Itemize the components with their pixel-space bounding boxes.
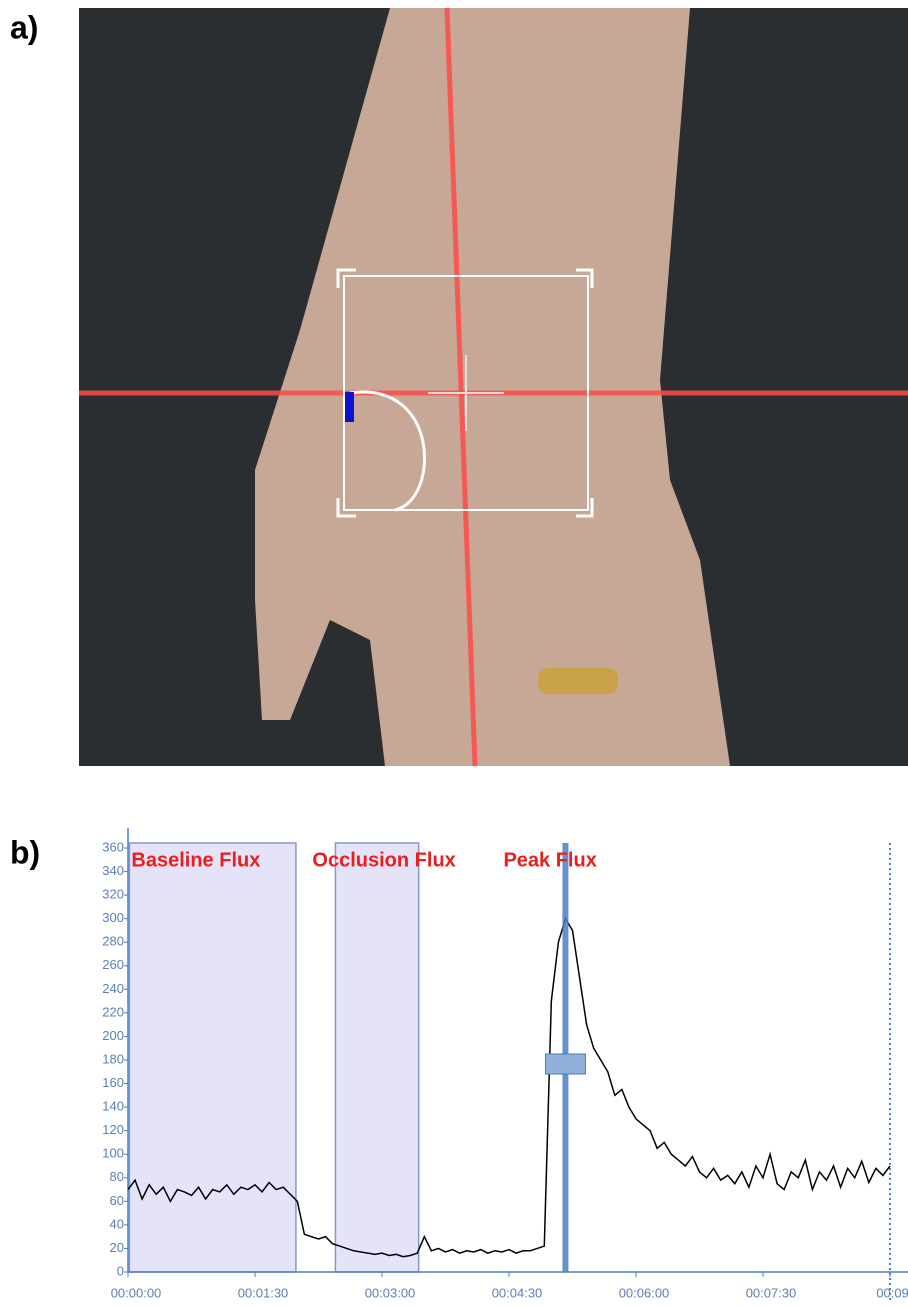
x-tick-label: 00:04:30 bbox=[492, 1285, 543, 1300]
photo bbox=[79, 8, 908, 766]
y-tick-label: 140 bbox=[102, 1099, 124, 1114]
y-tick-label: 40 bbox=[110, 1216, 124, 1231]
y-tick-label: 340 bbox=[102, 863, 124, 878]
x-tick-label: 00:03:00 bbox=[365, 1285, 416, 1300]
y-tick-label: 320 bbox=[102, 887, 124, 902]
y-tick-label: 120 bbox=[102, 1122, 124, 1137]
flux-region bbox=[335, 843, 418, 1272]
y-tick-label: 260 bbox=[102, 957, 124, 972]
probe-marker bbox=[345, 392, 354, 422]
x-tick-label: 00:00:00 bbox=[111, 1285, 162, 1300]
flux-region bbox=[129, 843, 296, 1272]
y-tick-label: 80 bbox=[110, 1169, 124, 1184]
y-tick-label: 0 bbox=[117, 1263, 124, 1278]
y-tick-label: 360 bbox=[102, 839, 124, 854]
annotation: Baseline Flux bbox=[131, 849, 260, 871]
y-tick-label: 280 bbox=[102, 934, 124, 949]
x-tick-label: 00:01:30 bbox=[238, 1285, 289, 1300]
peak-handle bbox=[545, 1054, 585, 1074]
annotation: Peak Flux bbox=[503, 849, 596, 871]
y-tick-label: 160 bbox=[102, 1075, 124, 1090]
y-tick-label: 100 bbox=[102, 1146, 124, 1161]
panel-label: b) bbox=[10, 834, 40, 870]
x-tick-label: 00:07:30 bbox=[746, 1285, 797, 1300]
chart: 0 20 40 60 80 100 120 140 160 180 200 220 240 260 280 3… bbox=[102, 828, 908, 1302]
x-tick-label: 00:09:0 bbox=[876, 1285, 908, 1300]
ring bbox=[538, 668, 618, 694]
y-tick-label: 220 bbox=[102, 1004, 124, 1019]
y-tick-label: 240 bbox=[102, 981, 124, 996]
y-tick-label: 200 bbox=[102, 1028, 124, 1043]
panel-label: a) bbox=[10, 9, 38, 45]
y-tick-label: 20 bbox=[110, 1240, 124, 1255]
y-tick-label: 60 bbox=[110, 1193, 124, 1208]
annotation: Occlusion Flux bbox=[312, 849, 455, 871]
x-tick-label: 00:06:00 bbox=[619, 1285, 670, 1300]
figure: a) b) 0 20 40 60 80 100 120 140 160 180 200 220 240 2… bbox=[0, 0, 908, 1307]
y-tick-label: 180 bbox=[102, 1051, 124, 1066]
y-tick-label: 300 bbox=[102, 910, 124, 925]
